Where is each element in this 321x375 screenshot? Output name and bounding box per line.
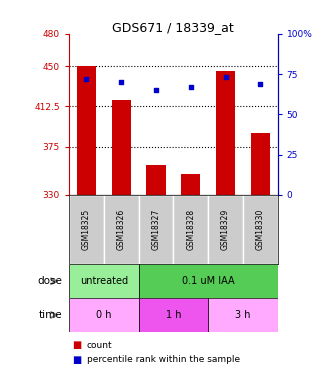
Bar bbox=[173, 195, 208, 264]
Text: GSM18328: GSM18328 bbox=[186, 209, 195, 250]
Title: GDS671 / 18339_at: GDS671 / 18339_at bbox=[112, 21, 234, 34]
Text: 0 h: 0 h bbox=[96, 310, 111, 320]
Bar bbox=[208, 298, 278, 332]
Bar bbox=[181, 174, 200, 195]
Text: count: count bbox=[87, 340, 112, 350]
Bar bbox=[69, 264, 139, 298]
Bar bbox=[77, 66, 96, 195]
Bar bbox=[208, 195, 243, 264]
Bar bbox=[139, 298, 208, 332]
Bar bbox=[146, 165, 166, 195]
Text: GSM18329: GSM18329 bbox=[221, 209, 230, 251]
Text: GSM18326: GSM18326 bbox=[117, 209, 126, 251]
Bar bbox=[69, 195, 104, 264]
Point bbox=[258, 81, 263, 87]
Text: ■: ■ bbox=[72, 340, 82, 350]
Text: dose: dose bbox=[38, 276, 63, 286]
Text: ■: ■ bbox=[72, 355, 82, 365]
Text: percentile rank within the sample: percentile rank within the sample bbox=[87, 356, 240, 364]
Text: GSM18325: GSM18325 bbox=[82, 209, 91, 251]
Bar bbox=[112, 100, 131, 195]
Point bbox=[223, 74, 228, 80]
Bar bbox=[139, 264, 278, 298]
Text: GSM18330: GSM18330 bbox=[256, 209, 265, 251]
Text: GSM18327: GSM18327 bbox=[152, 209, 160, 251]
Text: untreated: untreated bbox=[80, 276, 128, 286]
Text: 1 h: 1 h bbox=[166, 310, 181, 320]
Point bbox=[188, 84, 193, 90]
Text: 0.1 uM IAA: 0.1 uM IAA bbox=[182, 276, 234, 286]
Point bbox=[84, 76, 89, 82]
Bar bbox=[251, 133, 270, 195]
Bar bbox=[139, 195, 173, 264]
Text: time: time bbox=[39, 310, 63, 320]
Point bbox=[119, 79, 124, 85]
Text: 3 h: 3 h bbox=[235, 310, 251, 320]
Bar bbox=[243, 195, 278, 264]
Bar bbox=[69, 298, 139, 332]
Point bbox=[153, 87, 159, 93]
Bar bbox=[216, 71, 235, 195]
Bar bbox=[104, 195, 139, 264]
